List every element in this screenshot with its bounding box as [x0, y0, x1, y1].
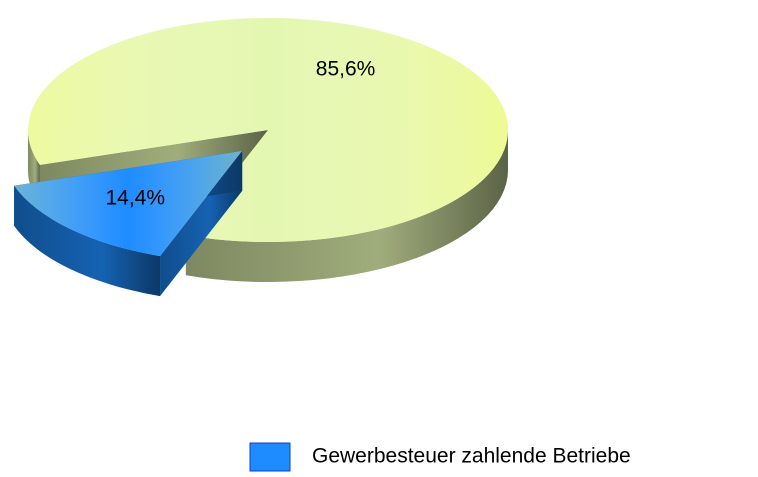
legend-label: Gewerbesteuer zahlende Betriebe	[312, 445, 631, 468]
slice-shine	[14, 150, 243, 257]
legend-swatch	[249, 442, 291, 472]
slice-side-shade	[185, 130, 509, 283]
data-label: 85,6%	[316, 57, 376, 80]
slice-shine	[27, 18, 508, 243]
data-label: 14,4%	[105, 187, 165, 210]
slice-side-shade	[14, 185, 161, 297]
